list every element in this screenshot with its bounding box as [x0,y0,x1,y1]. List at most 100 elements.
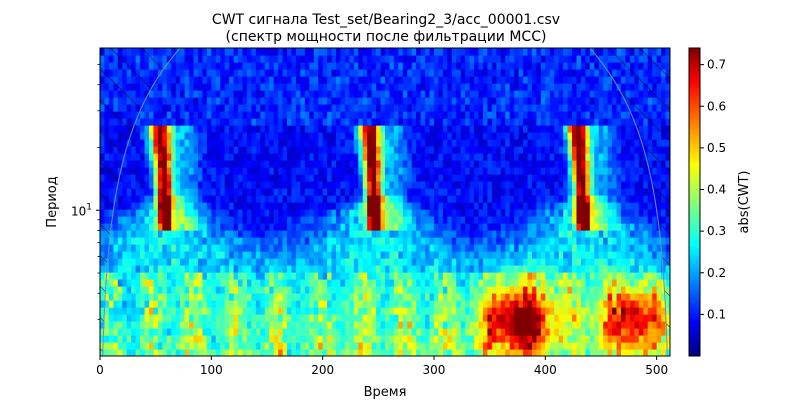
heatmap-cell [166,188,172,196]
heatmap-cell [251,153,257,161]
heatmap-cell [580,244,586,252]
heatmap-cell [407,307,413,315]
heatmap-cell [469,251,475,259]
heatmap-cell [380,174,386,182]
heatmap-cell [433,146,440,154]
heatmap-cell [407,335,413,343]
heatmap-cell [242,342,248,350]
heatmap-cell [171,286,177,294]
heatmap-cell [175,300,181,308]
heatmap-cell [331,307,337,315]
heatmap-cell [193,167,199,175]
heatmap-cell [117,223,123,231]
heatmap-cell [246,146,252,154]
heatmap-cell [425,230,431,238]
heatmap-cell [251,272,257,280]
heatmap-cell [451,335,457,343]
heatmap-cell [233,307,239,315]
heatmap-cell [625,160,631,168]
heatmap-cell [474,286,480,294]
heatmap-cell [407,125,413,133]
heatmap-cell [211,195,217,203]
heatmap-cell [438,132,444,140]
heatmap-cell [429,167,435,175]
heatmap-cell [585,139,591,147]
heatmap-cell [411,216,417,224]
heatmap-cell [349,181,355,189]
heatmap-cell [580,153,586,161]
heatmap-cell [202,314,208,322]
heatmap-cell [269,244,275,252]
heatmap-cell [527,181,533,189]
heatmap-cell [580,181,586,189]
heatmap-cell [460,174,466,182]
heatmap-cell [362,90,368,98]
heatmap-cell [661,321,667,329]
heatmap-cell [180,335,186,343]
heatmap-cell [371,279,377,287]
heatmap-cell [157,118,163,126]
heatmap-cell [523,104,529,112]
heatmap-cell [638,209,644,217]
heatmap-cell [594,195,600,203]
heatmap-cell [318,258,324,266]
heatmap-cell [153,272,159,280]
heatmap-cell [251,195,257,203]
heatmap-cell [224,160,230,168]
heatmap-cell [500,237,506,245]
heatmap-cell [131,230,137,238]
heatmap-cell [291,342,297,350]
heatmap-cell [362,335,368,343]
heatmap-cell [175,321,181,329]
heatmap-cell [175,216,181,224]
heatmap-cell [469,97,475,105]
heatmap-cell [206,300,212,308]
heatmap-cell [215,244,221,252]
heatmap-cell [336,153,342,161]
heatmap-cell [580,97,586,105]
heatmap-cell [389,216,395,224]
heatmap-cell [260,202,266,210]
heatmap-cell [322,118,328,126]
heatmap-cell [367,321,373,329]
heatmap-cell [496,265,502,273]
heatmap-cell [540,104,546,112]
heatmap-cell [376,279,382,287]
heatmap-cell [536,335,542,343]
heatmap-cell [416,118,422,126]
heatmap-cell [260,328,266,336]
heatmap-cell [113,314,119,322]
heatmap-cell [380,167,386,175]
heatmap-cell [465,90,471,98]
heatmap-cell [255,132,261,140]
heatmap-cell [224,307,230,315]
heatmap-cell [166,104,172,112]
heatmap-cell [122,202,128,210]
heatmap-cell [140,314,146,322]
heatmap-cell [465,307,471,315]
heatmap-cell [206,195,212,203]
heatmap-cell [215,83,221,91]
heatmap-cell [193,111,199,119]
heatmap-cell [558,125,564,133]
heatmap-cell [594,153,600,161]
heatmap-cell [322,307,328,315]
heatmap-cell [638,349,644,356]
heatmap-cell [358,160,364,168]
heatmap-cell [474,258,480,266]
heatmap-cell [344,321,350,329]
heatmap-cell [616,153,622,161]
heatmap-cell [380,160,386,168]
heatmap-cell [580,174,586,182]
heatmap-cell [131,160,137,168]
heatmap-cell [509,314,515,322]
heatmap-cell [144,111,150,119]
heatmap-cell [451,251,457,259]
heatmap-cell [122,258,128,266]
heatmap-cell [193,321,199,329]
heatmap-cell [616,90,622,98]
heatmap-cell [238,279,244,287]
heatmap-cell [300,188,306,196]
heatmap-cell [264,293,270,301]
heatmap-cell [144,335,150,343]
